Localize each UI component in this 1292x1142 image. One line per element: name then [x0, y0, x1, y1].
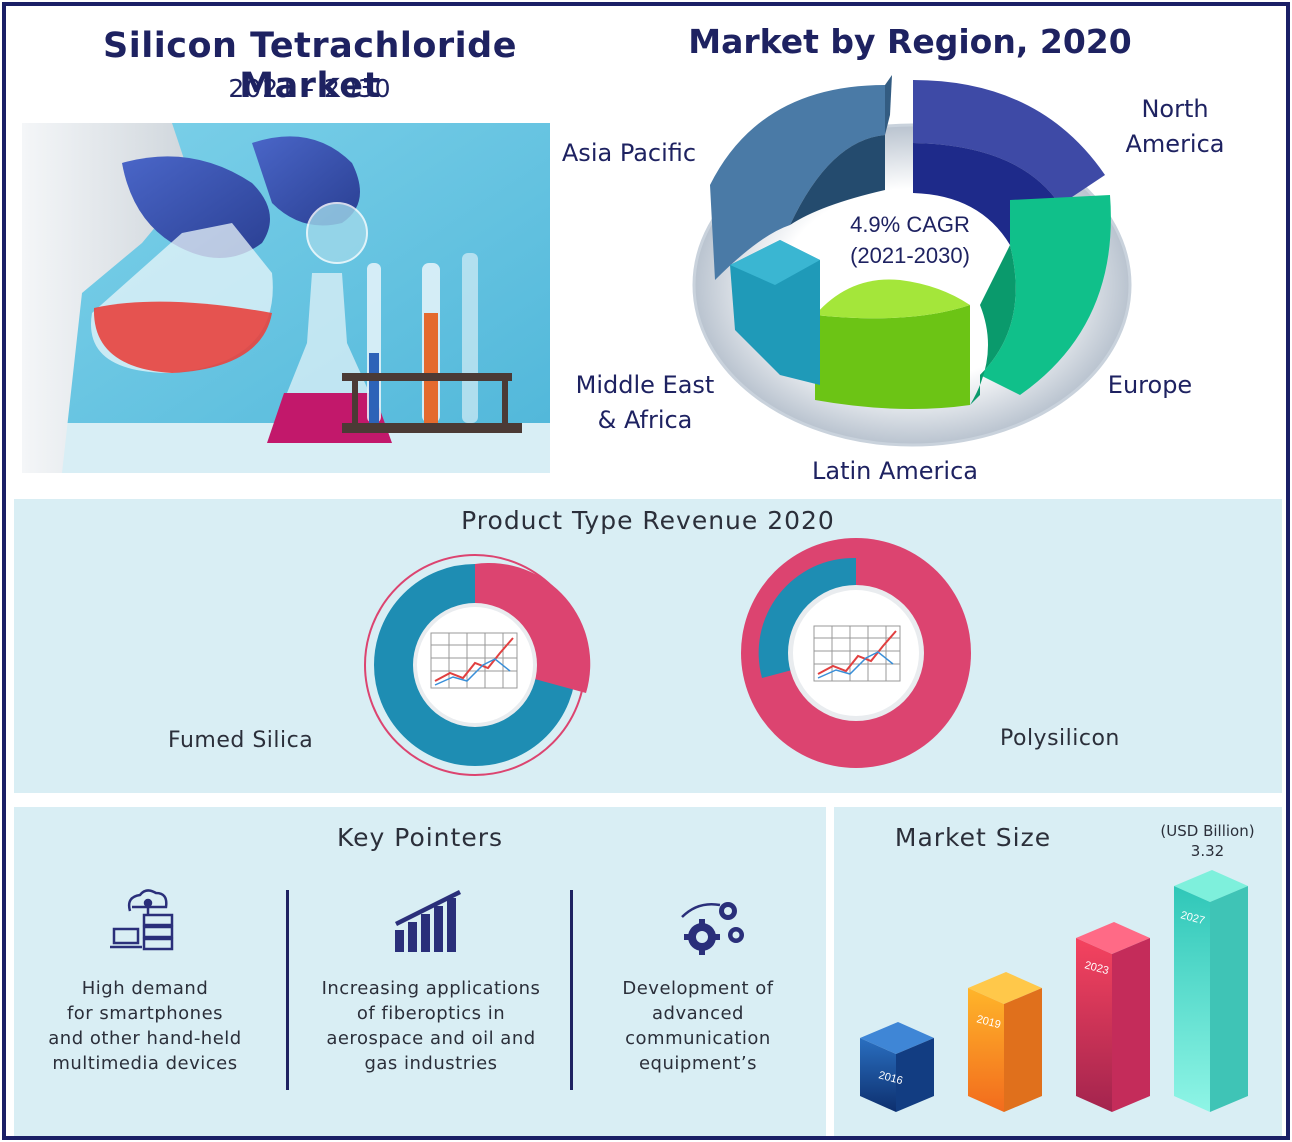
region-center-cagr: 4.9% CAGR: [850, 212, 970, 237]
divider-1: [286, 890, 289, 1090]
segment-asia-pacific: [710, 85, 885, 280]
label-middle-east-africa: Middle East & Africa: [575, 371, 715, 434]
product-type-panel: [14, 499, 1282, 793]
lab-photo: [22, 123, 550, 473]
key-pointers-title: Key Pointers: [336, 823, 504, 852]
bar-2027: 2027: [1174, 870, 1248, 1112]
market-size-bars: 2016 2019 2023 2027: [850, 860, 1270, 1130]
market-size-title: Market Size: [894, 823, 1052, 852]
key-pointers-panel: [14, 807, 826, 1136]
product-type-title: Product Type Revenue 2020: [461, 506, 835, 535]
pointer-text-1: High demand for smartphones and other ha…: [48, 978, 242, 1074]
region-ring-chart: 4.9% CAGR (2021-2030): [680, 75, 1140, 475]
region-chart-title: Market by Region, 2020: [688, 22, 1132, 61]
market-size-value: 3.32: [1190, 842, 1225, 860]
label-fumed-silica: Fumed Silica: [168, 728, 314, 753]
bar-2019: 2019: [968, 972, 1042, 1112]
label-north-america: North America: [1125, 95, 1225, 158]
bar-growth-icon: [393, 888, 465, 952]
donut-fumed-silica: [355, 553, 595, 777]
segment-middle-east: [730, 240, 820, 385]
label-latin-america: Latin America: [812, 457, 978, 485]
region-center-period: (2021-2030): [850, 243, 970, 268]
divider-2: [570, 890, 573, 1090]
pointer-text-3: Development of advanced communication eq…: [622, 978, 774, 1074]
gears-icon: [678, 895, 748, 957]
pointer-text-2: Increasing applications of fiberoptics i…: [321, 978, 541, 1074]
label-polysilicon: Polysilicon: [1000, 726, 1120, 751]
label-europe: Europe: [1107, 371, 1193, 399]
main-title: Silicon Tetrachloride Market: [103, 26, 517, 106]
trend-chart-icon: [430, 632, 518, 689]
bar-2016: 2016: [860, 1022, 934, 1112]
cloud-server-icon: [108, 885, 178, 951]
segment-europe: [980, 195, 1111, 395]
label-asia-pacific: Asia Pacific: [561, 139, 697, 167]
donut-polysilicon: [740, 538, 980, 772]
segment-north-america: [913, 80, 1105, 205]
market-size-unit: (USD Billion) 3.32: [1150, 821, 1265, 861]
bar-2023: 2023: [1076, 922, 1150, 1112]
segment-latin-america: [815, 305, 970, 409]
main-years: 2021 - 2030: [228, 74, 392, 103]
